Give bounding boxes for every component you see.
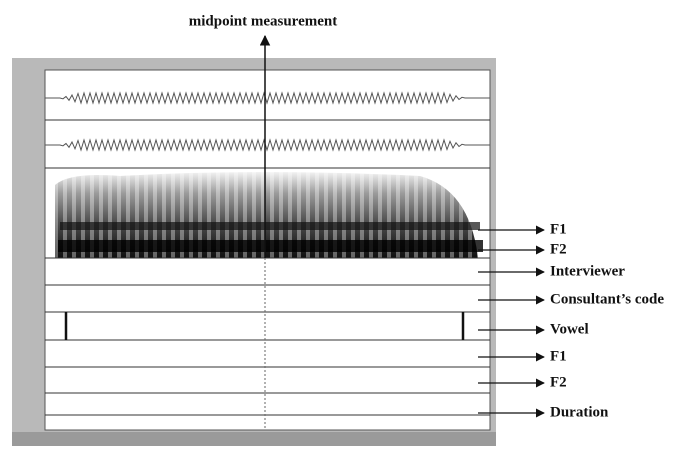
annotation-label: F2	[550, 241, 567, 257]
annotation-label: Vowel	[550, 321, 589, 337]
annotation-label: F1	[550, 348, 567, 364]
annotation-label: Duration	[550, 404, 609, 420]
title: midpoint measurement	[189, 13, 337, 29]
waveform	[45, 138, 490, 152]
annotation-label: F2	[550, 374, 567, 390]
annotation-label: Interviewer	[550, 263, 625, 279]
annotation-label: Consultant’s code	[550, 291, 664, 307]
waveforms	[45, 91, 490, 152]
waveform	[45, 91, 490, 105]
annotation-labels: F1 F2 Interviewer Consultant’s code Vowel F1 F…	[478, 221, 664, 420]
spectrogram	[55, 172, 483, 258]
text-grid	[45, 257, 490, 430]
annotation-label: F1	[550, 221, 567, 237]
status-bar	[12, 432, 496, 446]
